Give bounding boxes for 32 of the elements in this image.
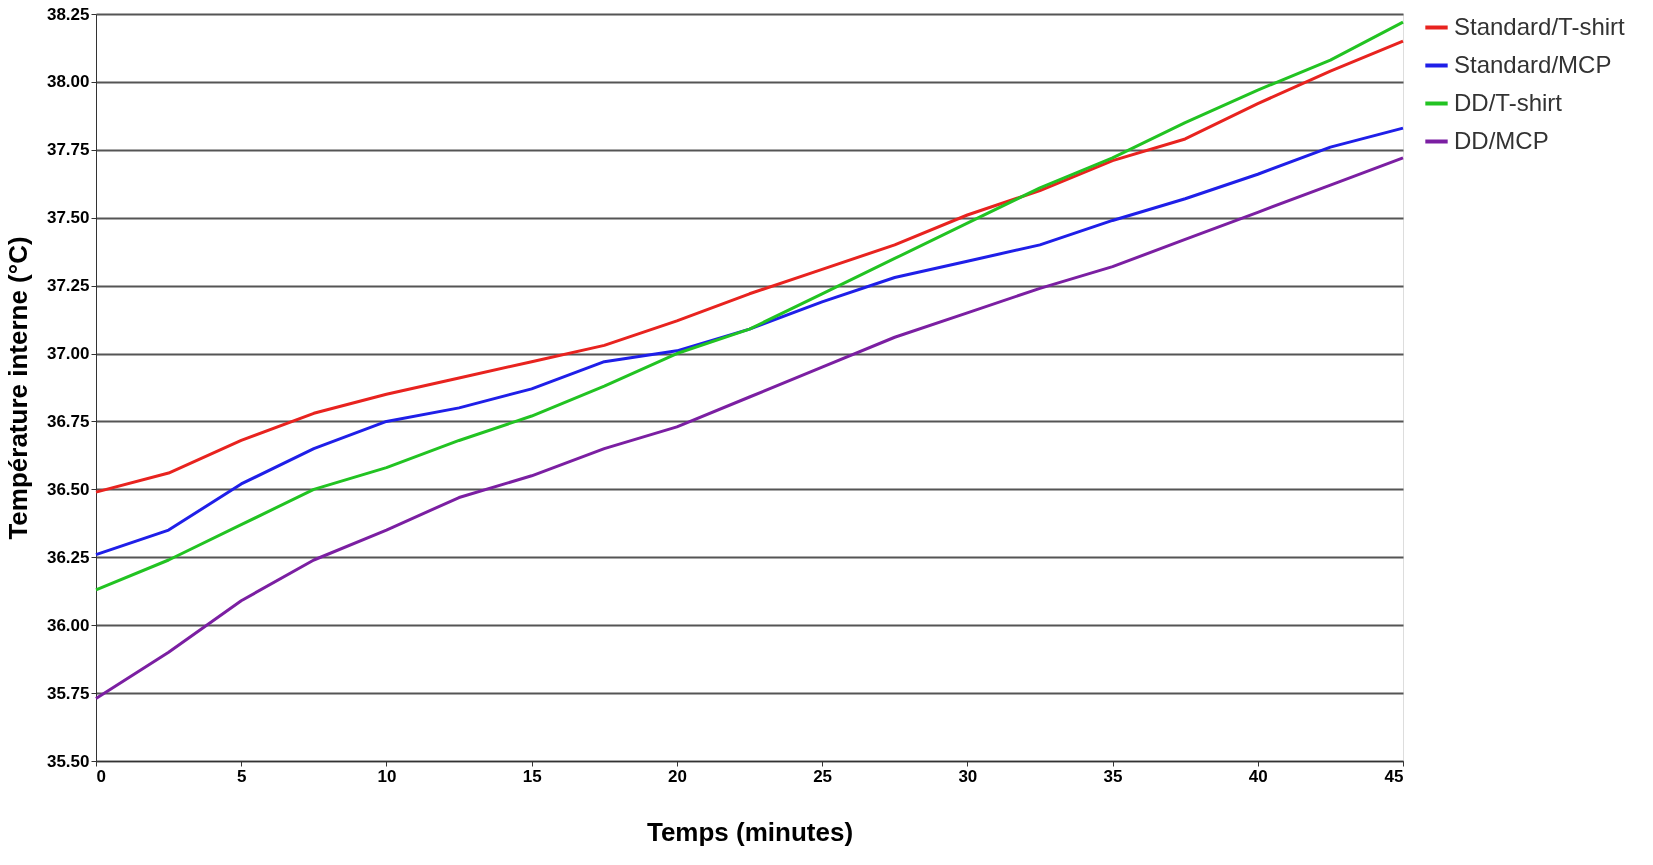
x-tick-label: 10	[377, 766, 397, 786]
line-series	[94, 126, 1405, 557]
x-axis-title: Temps (minutes)	[646, 816, 854, 847]
y-tick-label: 38.25	[46, 4, 90, 24]
legend-label: DD/MCP	[1454, 126, 1549, 154]
x-tick-label: 25	[813, 766, 833, 786]
line-series	[94, 20, 1405, 592]
x-tick-label: 20	[667, 766, 687, 786]
y-tick-label: 36.00	[46, 615, 90, 635]
x-tick-label: 35	[1103, 766, 1123, 786]
x-tick-label: 30	[958, 766, 978, 786]
y-tick-label: 35.50	[46, 751, 90, 771]
y-tick-label: 37.75	[46, 140, 90, 160]
y-tick-label: 36.25	[46, 547, 90, 567]
y-tick-label: 36.75	[46, 411, 90, 431]
x-tick-label: 5	[236, 766, 247, 786]
legend-label: Standard/T-shirt	[1454, 12, 1626, 40]
line-series	[94, 156, 1405, 701]
line-series	[94, 39, 1405, 494]
y-tick-label: 37.25	[46, 276, 90, 296]
y-axis-title: Température interne (°C)	[2, 236, 33, 540]
x-tick-label: 15	[522, 766, 542, 786]
y-tick-label: 38.00	[46, 72, 90, 92]
legend-label: DD/T-shirt	[1454, 88, 1563, 116]
x-tick-label: 45	[1384, 766, 1404, 786]
x-tick-label: 40	[1248, 766, 1268, 786]
y-tick-label: 37.00	[46, 344, 90, 364]
y-tick-label: 35.75	[46, 683, 90, 703]
x-tick-label: 0	[96, 766, 106, 786]
legend-label: Standard/MCP	[1454, 50, 1612, 78]
y-tick-label: 37.50	[46, 208, 90, 228]
y-tick-label: 36.50	[46, 479, 90, 499]
